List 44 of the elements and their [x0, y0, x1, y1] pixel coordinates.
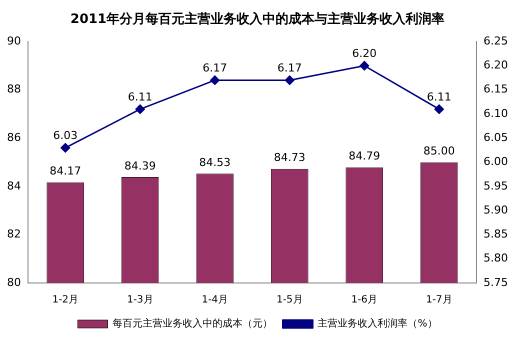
point — [284, 75, 294, 85]
y2-tick-label: 6.20 — [484, 58, 508, 72]
y2-tick-label: 5.80 — [484, 252, 508, 265]
y-tick-label: 82 — [6, 228, 21, 241]
data-label: 84.17 — [50, 164, 82, 178]
data-label: 6.20 — [352, 47, 377, 60]
data-label: 84.53 — [199, 156, 231, 170]
y2-tick-label: 6.10 — [484, 106, 508, 120]
y-tick-label: 86 — [6, 131, 21, 144]
y-tick-label: 88 — [6, 82, 21, 96]
y2-tick-label: 5.90 — [484, 203, 508, 216]
y2-tick-label: 5.85 — [484, 228, 508, 241]
point — [60, 143, 70, 153]
y2-tick-label: 6.25 — [484, 34, 508, 48]
data-label: 84.73 — [274, 151, 306, 164]
x-tick-label: 1-4月 — [202, 294, 228, 306]
data-label: 6.11 — [426, 90, 452, 104]
x-tick-label: 1-7月 — [426, 294, 452, 306]
y2-tick-label: 5.95 — [484, 179, 508, 192]
data-label: 6.03 — [53, 129, 78, 142]
chart-title: 2011年分月每百元主营业务收入中的成本与主营业务收入利润率 — [70, 11, 445, 28]
y-tick-label: 90 — [6, 34, 21, 48]
x-tick-label: 1-3月 — [126, 294, 154, 306]
y2-tick-label: 6.00 — [484, 155, 508, 168]
x-tick-label: 1-6月 — [351, 294, 378, 306]
y2-tick-label: 6.15 — [484, 82, 508, 96]
data-label: 6.17 — [277, 62, 302, 75]
data-label: 6.11 — [128, 90, 152, 104]
x-tick-label: 1-2月 — [52, 294, 79, 306]
point — [210, 75, 220, 85]
legend-label: 主营业务收入利润率（%） — [318, 318, 438, 330]
y2-tick-label: 5.75 — [484, 276, 508, 289]
legend-label: 每百元主营业务收入中的成本（元） — [112, 318, 273, 330]
point — [434, 104, 444, 114]
y-tick-label: 84 — [6, 179, 21, 192]
data-label: 6.17 — [202, 62, 228, 75]
point — [360, 60, 370, 70]
data-label: 84.39 — [124, 159, 156, 172]
y-tick-label: 80 — [6, 276, 21, 289]
data-label: 84.79 — [348, 150, 380, 163]
x-tick-label: 1-5月 — [276, 294, 303, 306]
point — [135, 104, 145, 114]
y2-tick-label: 6.05 — [484, 131, 508, 144]
data-label: 85.00 — [423, 144, 455, 158]
